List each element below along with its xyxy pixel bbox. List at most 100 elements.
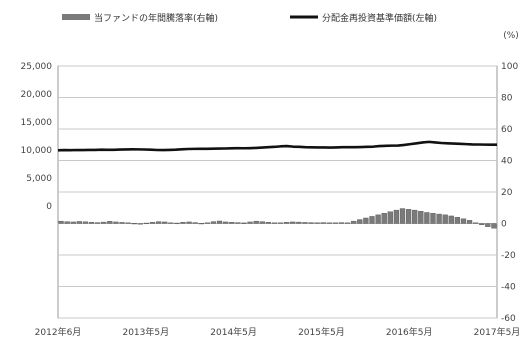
right-tick-label: 40 — [501, 157, 513, 167]
bar — [241, 222, 247, 224]
bar — [162, 221, 168, 224]
bar — [290, 221, 296, 224]
bar — [94, 222, 101, 224]
bar — [332, 222, 339, 224]
bar — [351, 220, 357, 224]
bar — [113, 221, 119, 224]
bar — [277, 222, 284, 224]
line-series-group — [57, 140, 497, 152]
bar — [88, 222, 95, 224]
bar — [119, 222, 125, 224]
left-tick-label: 5,000 — [26, 174, 52, 184]
legend-label-line: 分配金再投資基準価額(左軸) — [322, 12, 437, 24]
bar — [216, 220, 223, 224]
right-tick-label: -20 — [501, 251, 516, 261]
bar — [412, 209, 418, 224]
x-axis: 2012年6月 2013年5月 2014年5月 2015年5月 2016年5月 2017年… — [35, 326, 521, 338]
bar — [344, 222, 351, 224]
bar — [64, 221, 70, 224]
bar — [168, 222, 174, 224]
left-axis: 25,000 20,000 15,000 10,000 5,000 0 — [21, 62, 53, 212]
left-tick-label: 20,000 — [21, 90, 53, 100]
right-tick-label: 80 — [501, 94, 513, 104]
bar — [143, 222, 150, 225]
bar — [479, 223, 485, 225]
legend-label-bar: 当ファンドの年間騰落率(右軸) — [94, 12, 218, 24]
bar — [442, 214, 448, 224]
bar — [430, 213, 436, 224]
bar — [466, 220, 473, 224]
right-axis: 100 80 60 40 20 0 -20 -40 -60 — [501, 62, 518, 324]
right-tick-label: -60 — [501, 314, 516, 324]
bar — [473, 222, 479, 224]
grid — [57, 65, 498, 319]
bar — [259, 221, 265, 224]
bar — [235, 222, 241, 224]
bar — [204, 222, 211, 224]
right-tick-label: 20 — [501, 188, 513, 198]
bar — [186, 221, 192, 224]
x-tick-label: 2012年6月 — [35, 326, 82, 338]
bar — [247, 221, 253, 224]
bar — [308, 222, 314, 224]
left-tick-label: 15,000 — [21, 118, 53, 128]
bar — [381, 213, 387, 224]
bar — [424, 212, 430, 224]
bar — [387, 211, 393, 224]
bar — [229, 222, 235, 224]
bar — [491, 223, 497, 229]
bar — [284, 222, 290, 224]
x-tick-label: 2016年5月 — [386, 326, 433, 338]
bar — [338, 222, 345, 224]
bar — [369, 216, 375, 224]
right-tick-label: 0 — [501, 220, 507, 230]
right-axis-unit: (%) — [503, 31, 519, 41]
bar — [58, 220, 64, 224]
left-tick-label: 25,000 — [21, 62, 53, 72]
bar — [436, 213, 442, 224]
bar — [485, 223, 491, 227]
x-tick-label: 2013年5月 — [122, 326, 169, 338]
bar — [101, 221, 107, 224]
bar — [70, 221, 76, 224]
bar — [393, 209, 400, 224]
bar-series — [58, 208, 497, 229]
right-tick-label: 60 — [501, 125, 513, 135]
bar — [448, 215, 454, 224]
bar — [302, 222, 308, 224]
bar — [210, 221, 217, 224]
bar — [357, 219, 363, 224]
bar — [125, 222, 131, 224]
bar — [155, 221, 162, 224]
right-tick-label: -40 — [501, 283, 516, 293]
nav-line — [57, 140, 497, 152]
x-tick-label: 2015年5月 — [298, 326, 345, 338]
bar — [326, 222, 332, 224]
bar — [418, 211, 424, 224]
left-tick-label: 0 — [46, 202, 52, 212]
bar — [149, 222, 156, 224]
bar — [363, 217, 369, 224]
bar — [174, 222, 180, 225]
bar — [375, 214, 381, 224]
bar — [265, 222, 272, 224]
bar — [223, 221, 229, 224]
left-tick-label: 10,000 — [21, 146, 53, 156]
bar — [454, 216, 461, 224]
bar — [460, 218, 467, 224]
bar — [192, 222, 198, 224]
bar — [180, 222, 186, 224]
x-tick-label: 2014年5月 — [210, 326, 257, 338]
legend: 当ファンドの年間騰落率(右軸) 分配金再投資基準価額(左軸) — [62, 12, 437, 24]
legend-swatch-bar — [62, 14, 90, 20]
bar — [198, 222, 204, 225]
bar — [399, 208, 406, 224]
right-tick-label: 100 — [501, 62, 518, 72]
bar — [76, 221, 82, 224]
bar — [107, 221, 113, 224]
bar — [314, 222, 320, 224]
bar — [253, 220, 259, 224]
bar — [296, 221, 302, 224]
bar — [320, 222, 326, 224]
